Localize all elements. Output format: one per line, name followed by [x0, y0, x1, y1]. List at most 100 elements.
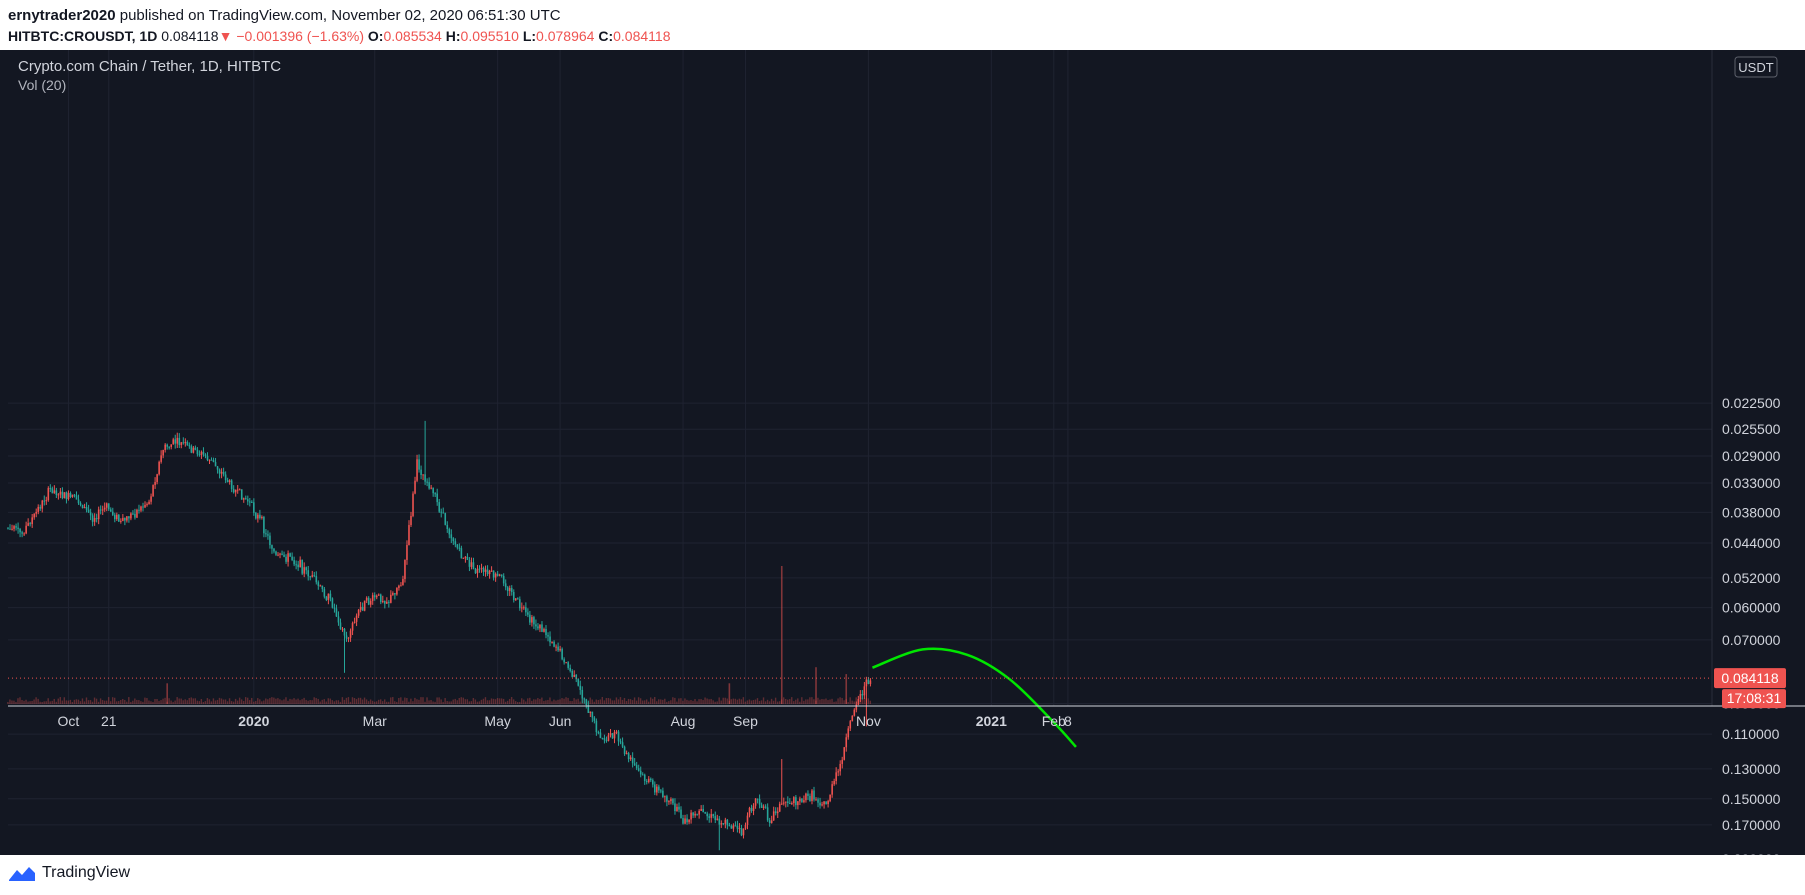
volume-bar [339, 701, 342, 704]
volume-bar [95, 698, 98, 704]
candle-body [462, 557, 465, 559]
volume-bar [430, 700, 432, 704]
volume-bar [732, 698, 734, 704]
candle-body [281, 553, 283, 555]
volume-bar [450, 701, 452, 704]
candle-body [484, 569, 487, 572]
volume-bar [331, 700, 334, 704]
candle-body [510, 588, 513, 593]
volume-bar [658, 699, 660, 704]
volume-bar [69, 699, 72, 704]
volume-bar [307, 700, 309, 704]
time-tick-label: 21 [101, 713, 117, 729]
volume-bar [365, 699, 368, 704]
candle-body [557, 646, 559, 651]
candle-body [214, 462, 217, 467]
candle-body [678, 806, 680, 810]
candle-body [35, 511, 38, 514]
volume-bar [55, 701, 57, 704]
candle-body [388, 601, 390, 603]
projection-layer[interactable] [871, 647, 1077, 748]
candle-body [13, 526, 15, 529]
volume-bar [283, 699, 285, 704]
volume-bar [466, 699, 469, 704]
volume-bar [35, 697, 37, 704]
volume-bar [446, 701, 448, 704]
candle-body [158, 461, 160, 475]
candle-body [430, 487, 432, 489]
volume-bar [676, 701, 678, 704]
candle-body [234, 489, 237, 493]
volume-bar [311, 700, 313, 704]
volume-bar [492, 698, 495, 704]
candle-body [285, 556, 287, 562]
volume-bar [758, 701, 761, 704]
volume-bar [144, 697, 146, 704]
volume-bar [168, 698, 170, 704]
candle-body [454, 541, 457, 545]
candle-body [573, 674, 576, 677]
candle-body [355, 615, 358, 622]
candle-body [789, 802, 791, 804]
price-axis[interactable]: 0.2400000.2000000.1700000.1500000.130000… [1722, 395, 1781, 895]
volume-bar [428, 700, 430, 704]
candle-body [434, 493, 436, 495]
candle-body [730, 825, 733, 829]
candle-body [508, 588, 511, 591]
candle-body [706, 813, 709, 817]
chart-pane[interactable]: 0.2400000.2000000.1700000.1500000.130000… [0, 50, 1805, 895]
volume-bar [639, 698, 642, 704]
volume-bar [396, 701, 398, 704]
volume-bar [468, 701, 471, 704]
candle-body [658, 786, 660, 791]
candle-body [805, 793, 807, 801]
candle-body [480, 567, 483, 569]
candle-body [29, 523, 31, 525]
candle-body [601, 737, 604, 739]
candle-body [240, 489, 243, 500]
candle-body [17, 527, 19, 529]
volume-bar [291, 699, 293, 704]
candle-body [488, 571, 491, 575]
candle-body [384, 600, 386, 604]
volume-bar [337, 700, 340, 704]
candle-body [803, 800, 805, 803]
volume-bar [93, 697, 96, 704]
candle-body [702, 808, 704, 813]
volume-bar [452, 699, 454, 704]
candle-body [156, 474, 158, 483]
candle-body [263, 516, 265, 534]
candle-body [760, 804, 763, 808]
volume-bar [377, 699, 380, 704]
projection-curve[interactable] [871, 647, 1077, 748]
price-chart[interactable]: 0.2400000.2000000.1700000.1500000.130000… [0, 50, 1805, 895]
volume-bar [772, 700, 775, 704]
candle-body [704, 812, 706, 814]
brand-name[interactable]: TradingView [42, 864, 131, 881]
candle-body [549, 636, 551, 643]
volume-bar [539, 698, 541, 704]
candle-body [799, 798, 801, 802]
volume-bar [569, 700, 571, 704]
currency-badge[interactable] [1734, 56, 1778, 78]
candle-body [186, 442, 189, 446]
author-name[interactable]: ernytrader2020 [8, 7, 116, 24]
volume-bar [422, 697, 424, 704]
candle-body [275, 551, 277, 555]
candle-body [345, 635, 348, 639]
volume-bar [591, 699, 593, 704]
volume-bar [627, 698, 630, 704]
candle-body [748, 807, 751, 816]
publish-line: ernytrader2020 published on TradingView.… [8, 6, 1798, 26]
candle-body [529, 614, 531, 623]
volume-bar [238, 697, 241, 704]
volume-bar [384, 699, 386, 704]
candle-body [643, 774, 646, 781]
volume-bar [549, 697, 551, 704]
volume-bar [508, 698, 511, 704]
volume-bar [740, 699, 743, 704]
candle-body [619, 741, 622, 743]
candle-body [627, 753, 630, 760]
candle-body [452, 538, 455, 542]
